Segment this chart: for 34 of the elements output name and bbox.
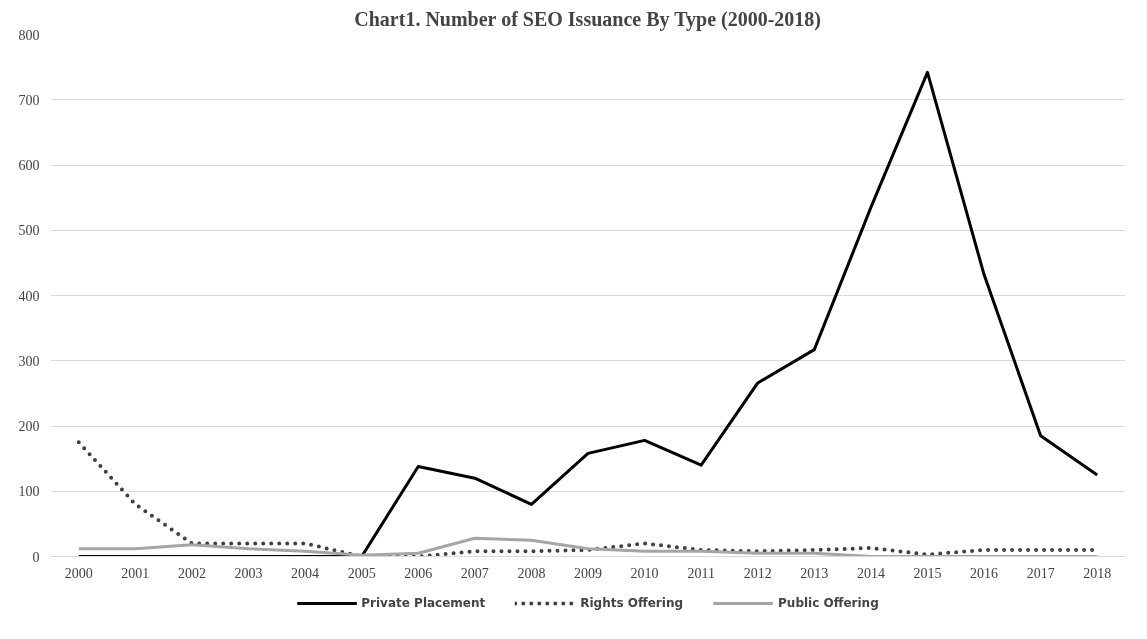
- x-tick-label: 2003: [234, 565, 263, 581]
- x-tick-label: 2015: [913, 565, 942, 581]
- y-tick-label: 500: [18, 223, 40, 239]
- x-tick-label: 2011: [687, 565, 715, 581]
- x-tick-label: 2018: [1083, 565, 1112, 581]
- legend-label: Rights Offering: [580, 595, 684, 610]
- x-tick-label: 2000: [64, 565, 93, 581]
- x-tick-label: 2008: [517, 565, 546, 581]
- x-tick-label: 2001: [121, 565, 150, 581]
- x-tick-label: 2016: [970, 565, 999, 581]
- y-tick-label: 700: [18, 92, 40, 108]
- line-series: [77, 536, 1099, 557]
- legend-label: Public Offering: [778, 595, 879, 610]
- y-tick-label: 400: [18, 288, 40, 304]
- legend-label: Private Placement: [361, 595, 486, 610]
- y-tick-label: 800: [18, 27, 40, 43]
- x-tick-label: 2002: [177, 565, 206, 581]
- y-tick-label: 300: [18, 353, 40, 369]
- x-tick-label: 2009: [574, 565, 602, 581]
- x-tick-label: 2014: [856, 565, 885, 581]
- y-tick-label: 100: [18, 484, 40, 500]
- line-series: [77, 70, 1099, 557]
- x-tick-label: 2010: [630, 565, 659, 581]
- x-tick-label: 2012: [743, 565, 772, 581]
- x-tick-label: 2006: [404, 565, 433, 581]
- x-tick-label: 2004: [291, 565, 320, 581]
- x-tick-label: 2017: [1026, 565, 1055, 581]
- x-tick-label: 2005: [347, 565, 376, 581]
- chart-title: Chart1. Number of SEO Issuance By Type (2000-2018): [354, 7, 821, 31]
- y-tick-label: 200: [18, 419, 40, 434]
- y-tick-label: 600: [18, 158, 40, 173]
- x-tick-label: 2007: [460, 565, 489, 581]
- x-tick-label: 2013: [800, 565, 829, 581]
- y-tick-label: 0: [32, 549, 40, 565]
